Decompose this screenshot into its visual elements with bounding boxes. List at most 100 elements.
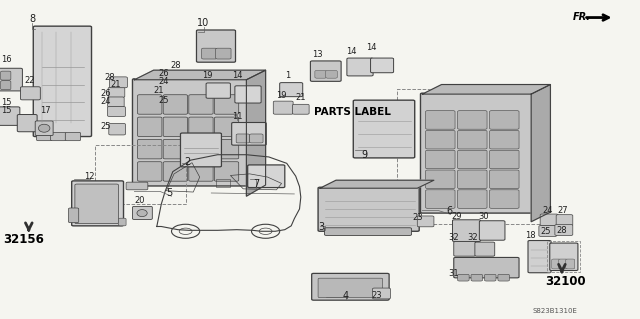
- Text: 3: 3: [319, 222, 325, 232]
- FancyBboxPatch shape: [454, 241, 476, 256]
- FancyBboxPatch shape: [33, 26, 92, 137]
- Polygon shape: [531, 85, 550, 222]
- Text: 23: 23: [371, 292, 382, 300]
- Text: 17: 17: [40, 107, 51, 115]
- FancyBboxPatch shape: [540, 214, 558, 226]
- FancyBboxPatch shape: [248, 165, 285, 188]
- Text: 2: 2: [184, 158, 191, 167]
- Polygon shape: [134, 70, 266, 80]
- Text: 7: 7: [253, 179, 259, 189]
- FancyBboxPatch shape: [118, 218, 126, 226]
- Text: PARTS LABEL: PARTS LABEL: [314, 107, 390, 117]
- Ellipse shape: [38, 124, 50, 132]
- FancyBboxPatch shape: [324, 228, 412, 235]
- Text: 32156: 32156: [3, 233, 44, 246]
- Text: 32: 32: [448, 233, 459, 242]
- Text: 32: 32: [467, 233, 478, 242]
- FancyBboxPatch shape: [214, 95, 239, 114]
- Text: 21: 21: [154, 86, 164, 95]
- FancyBboxPatch shape: [312, 273, 389, 300]
- FancyBboxPatch shape: [484, 274, 496, 281]
- FancyBboxPatch shape: [65, 132, 81, 141]
- Text: 18: 18: [525, 231, 536, 240]
- FancyBboxPatch shape: [163, 95, 188, 114]
- FancyBboxPatch shape: [250, 134, 263, 143]
- Bar: [216, 179, 230, 187]
- FancyBboxPatch shape: [126, 182, 148, 190]
- FancyBboxPatch shape: [109, 77, 127, 88]
- FancyBboxPatch shape: [189, 139, 213, 159]
- FancyBboxPatch shape: [458, 130, 487, 149]
- FancyBboxPatch shape: [280, 83, 303, 97]
- Text: 26: 26: [100, 89, 111, 98]
- Polygon shape: [422, 85, 550, 94]
- Text: 24: 24: [542, 206, 552, 215]
- FancyBboxPatch shape: [552, 259, 561, 269]
- FancyBboxPatch shape: [426, 170, 455, 189]
- Text: 11: 11: [232, 112, 243, 121]
- FancyBboxPatch shape: [180, 133, 221, 167]
- FancyBboxPatch shape: [315, 70, 326, 78]
- Text: 12: 12: [84, 172, 95, 181]
- Text: 29: 29: [452, 212, 462, 221]
- Text: FR.: FR.: [573, 12, 591, 22]
- FancyBboxPatch shape: [75, 184, 118, 224]
- Text: 14: 14: [346, 47, 356, 56]
- Text: 16: 16: [1, 56, 12, 64]
- FancyBboxPatch shape: [556, 215, 573, 226]
- FancyBboxPatch shape: [550, 243, 578, 271]
- FancyBboxPatch shape: [458, 190, 487, 208]
- Text: 14: 14: [366, 43, 376, 52]
- FancyBboxPatch shape: [458, 150, 487, 169]
- FancyBboxPatch shape: [490, 111, 519, 129]
- FancyBboxPatch shape: [426, 150, 455, 169]
- FancyBboxPatch shape: [539, 226, 557, 236]
- Text: S823B1310E: S823B1310E: [532, 308, 577, 314]
- Bar: [547, 241, 580, 272]
- Text: 24: 24: [159, 77, 169, 86]
- FancyBboxPatch shape: [479, 221, 505, 240]
- FancyBboxPatch shape: [232, 122, 266, 145]
- FancyBboxPatch shape: [318, 187, 419, 231]
- FancyBboxPatch shape: [310, 61, 341, 81]
- FancyBboxPatch shape: [72, 181, 124, 226]
- FancyBboxPatch shape: [498, 274, 509, 281]
- FancyBboxPatch shape: [36, 132, 52, 141]
- FancyBboxPatch shape: [189, 117, 213, 137]
- FancyBboxPatch shape: [528, 241, 551, 273]
- FancyBboxPatch shape: [108, 107, 125, 116]
- FancyBboxPatch shape: [132, 206, 152, 219]
- FancyBboxPatch shape: [318, 278, 383, 298]
- FancyBboxPatch shape: [163, 117, 188, 137]
- FancyBboxPatch shape: [132, 79, 248, 186]
- FancyBboxPatch shape: [206, 83, 230, 98]
- FancyBboxPatch shape: [490, 170, 519, 189]
- FancyBboxPatch shape: [189, 162, 213, 181]
- FancyBboxPatch shape: [138, 162, 162, 181]
- FancyBboxPatch shape: [235, 86, 261, 103]
- Text: 6: 6: [447, 206, 453, 216]
- FancyBboxPatch shape: [490, 190, 519, 208]
- FancyBboxPatch shape: [420, 93, 533, 213]
- Text: 21: 21: [296, 93, 306, 102]
- Text: 22: 22: [24, 76, 35, 85]
- Text: 15: 15: [1, 98, 11, 107]
- FancyBboxPatch shape: [426, 190, 455, 208]
- Text: 8: 8: [29, 14, 36, 24]
- FancyBboxPatch shape: [326, 70, 337, 78]
- Text: 28: 28: [557, 226, 568, 235]
- FancyBboxPatch shape: [163, 139, 188, 159]
- Text: 15: 15: [1, 106, 11, 115]
- Text: 9: 9: [361, 150, 367, 160]
- FancyBboxPatch shape: [108, 87, 125, 97]
- FancyBboxPatch shape: [458, 111, 487, 129]
- FancyBboxPatch shape: [347, 58, 373, 76]
- FancyBboxPatch shape: [417, 216, 434, 227]
- Text: 26: 26: [159, 69, 170, 78]
- FancyBboxPatch shape: [108, 97, 124, 107]
- FancyBboxPatch shape: [196, 30, 236, 62]
- Text: 28: 28: [104, 73, 115, 82]
- FancyBboxPatch shape: [490, 150, 519, 169]
- Text: 23: 23: [413, 213, 424, 222]
- FancyBboxPatch shape: [17, 115, 37, 132]
